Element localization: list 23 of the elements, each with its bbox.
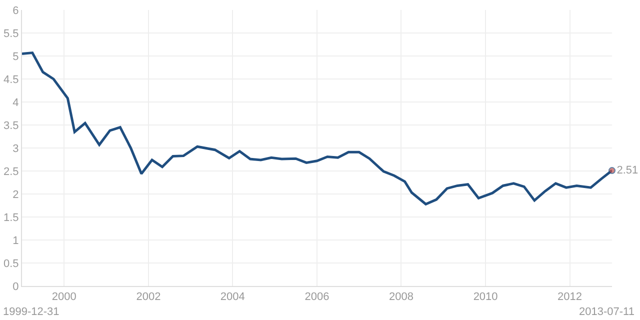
y-tick-label: 0.5 [4, 258, 19, 270]
x-tick-label: 2002 [136, 291, 161, 304]
y-tick-label: 3 [12, 142, 19, 155]
y-tick-label: 2.5 [4, 166, 19, 178]
y-tick-label: 4.5 [4, 74, 19, 86]
data-label: 2.51 [616, 164, 638, 176]
y-tick-label: 5.5 [4, 28, 19, 40]
x-tick-label: 2004 [220, 291, 245, 304]
y-tick-label: 1.5 [4, 212, 19, 224]
y-tick-label: 0 [12, 280, 19, 293]
x-tick-label: 2008 [388, 291, 414, 304]
y-tick-label: 4 [12, 96, 19, 109]
x-tick-label: 2012 [558, 291, 582, 304]
y-tick-label: 2 [12, 188, 19, 201]
y-tick-label: 5 [12, 50, 19, 63]
x-tick-label: 2000 [52, 291, 76, 304]
text: 2013-07-11 [579, 306, 634, 318]
x-tick-label: 2010 [473, 291, 498, 304]
y-tick-label: 1 [12, 234, 19, 247]
text: 1999-12-31 [3, 306, 60, 318]
y-tick-label: 6 [12, 4, 19, 17]
y-tick-label: 3.5 [4, 120, 19, 132]
x-tick-label: 2006 [304, 291, 330, 304]
